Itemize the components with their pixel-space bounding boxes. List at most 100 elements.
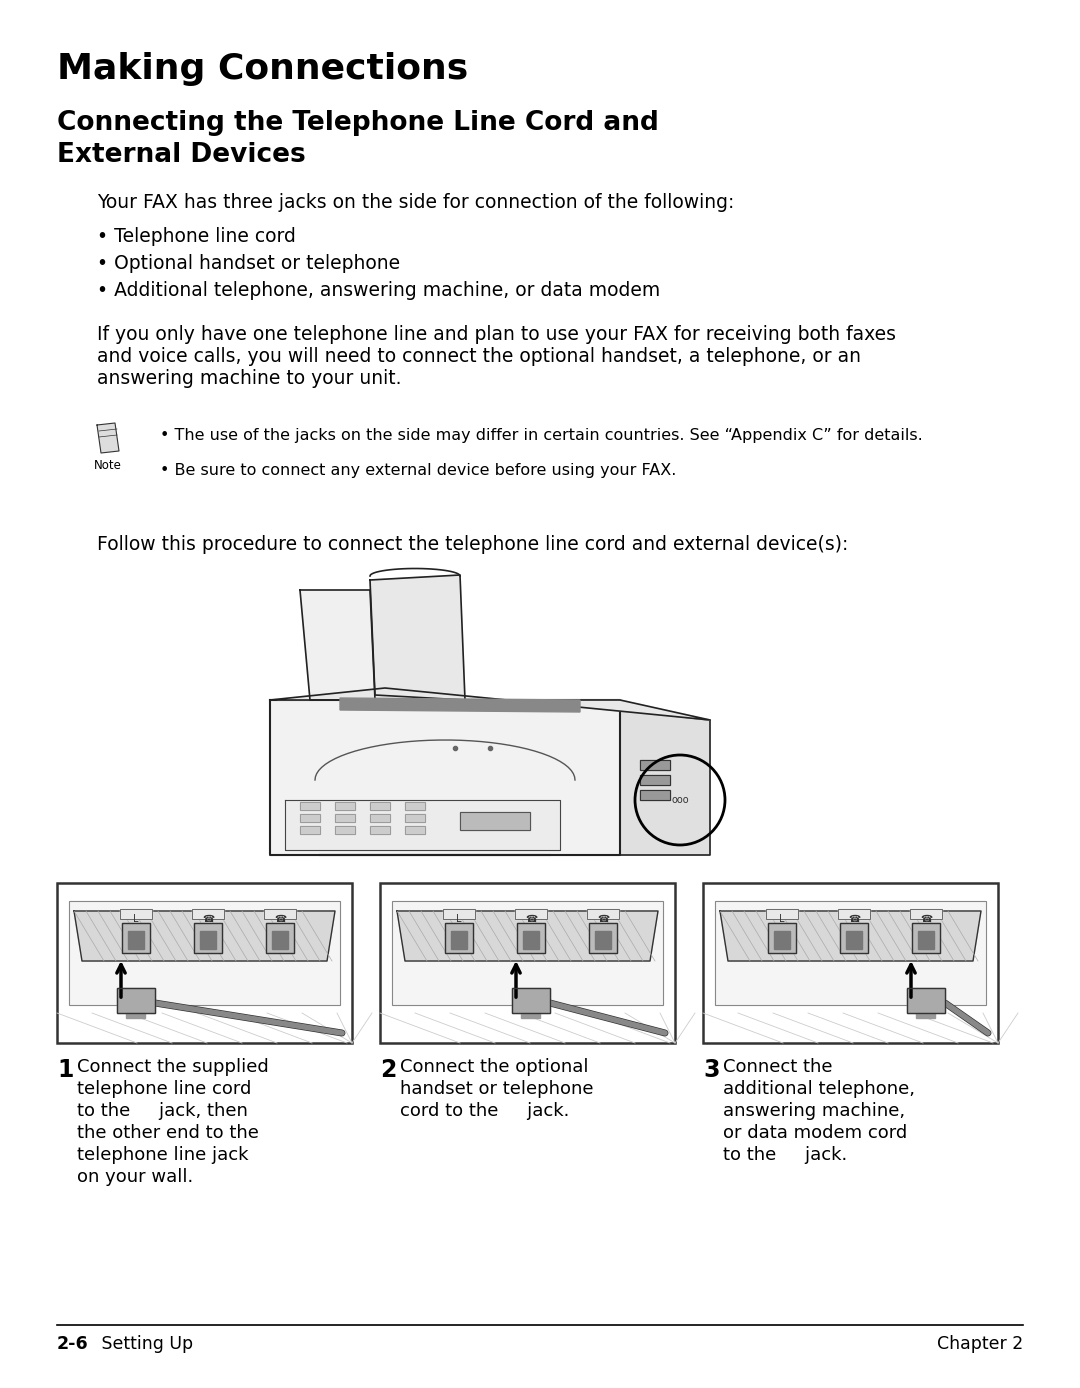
Bar <box>300 813 320 822</box>
Bar <box>266 923 294 954</box>
Bar <box>846 931 862 949</box>
Bar <box>405 802 426 811</box>
Text: L: L <box>780 915 785 924</box>
Bar <box>300 813 320 822</box>
Bar <box>768 923 796 954</box>
Bar <box>907 988 945 1013</box>
Text: • Additional telephone, answering machine, or data modem: • Additional telephone, answering machin… <box>97 280 660 300</box>
Bar <box>264 909 296 919</box>
Bar <box>370 813 390 822</box>
Bar <box>640 761 670 770</box>
Text: • Telephone line cord: • Telephone line cord <box>97 228 296 246</box>
Text: ☎: ☎ <box>202 915 214 924</box>
Bar <box>194 923 222 954</box>
Bar <box>335 813 355 822</box>
Bar <box>916 1013 935 1017</box>
Text: Connect the: Connect the <box>723 1058 833 1076</box>
Text: External Devices: External Devices <box>57 142 306 168</box>
Bar <box>335 813 355 822</box>
Bar <box>300 802 320 811</box>
Bar <box>370 802 390 811</box>
Bar <box>918 931 934 949</box>
Polygon shape <box>720 911 981 960</box>
Polygon shape <box>340 698 580 712</box>
Bar <box>443 909 475 919</box>
Bar <box>640 790 670 799</box>
Bar <box>69 901 340 1005</box>
Bar <box>595 931 611 949</box>
Bar <box>405 813 426 822</box>
Text: to the     jack.: to the jack. <box>723 1146 847 1165</box>
Text: on your wall.: on your wall. <box>77 1167 193 1185</box>
Text: answering machine,: answering machine, <box>723 1102 905 1120</box>
Polygon shape <box>97 423 119 452</box>
Text: and voice calls, you will need to connect the optional handset, a telephone, or : and voice calls, you will need to connec… <box>97 347 861 366</box>
Bar <box>300 802 320 811</box>
Bar <box>335 802 355 811</box>
Text: • The use of the jacks on the side may differ in certain countries. See “Appendi: • The use of the jacks on the side may d… <box>160 428 922 443</box>
Bar <box>122 923 150 954</box>
Text: Connect the optional: Connect the optional <box>400 1058 589 1076</box>
Bar <box>370 826 390 834</box>
Bar <box>129 931 144 949</box>
Bar <box>774 931 789 949</box>
Text: answering machine to your unit.: answering machine to your unit. <box>97 369 402 389</box>
Text: to the     jack, then: to the jack, then <box>77 1102 248 1120</box>
Text: ☎: ☎ <box>274 915 286 924</box>
Text: • Optional handset or telephone: • Optional handset or telephone <box>97 254 400 273</box>
Text: Making Connections: Making Connections <box>57 51 469 86</box>
Bar <box>445 923 473 954</box>
Text: telephone line jack: telephone line jack <box>77 1146 248 1165</box>
Bar <box>766 909 798 919</box>
Text: ☎: ☎ <box>597 915 609 924</box>
Bar <box>443 909 475 919</box>
Bar <box>194 923 222 954</box>
Text: Connect the supplied: Connect the supplied <box>77 1058 269 1076</box>
Bar <box>515 909 546 919</box>
Text: or data modem cord: or data modem cord <box>723 1124 907 1142</box>
Text: ooo: ooo <box>671 795 689 805</box>
Text: Setting Up: Setting Up <box>85 1335 193 1353</box>
Bar <box>640 761 670 770</box>
Bar <box>460 812 530 830</box>
Bar <box>117 988 156 1013</box>
Bar <box>907 988 945 1013</box>
Bar <box>120 909 152 919</box>
Polygon shape <box>397 911 658 960</box>
Bar <box>264 909 296 919</box>
Polygon shape <box>270 688 710 720</box>
Bar <box>192 909 224 919</box>
Bar <box>517 923 545 954</box>
Bar <box>838 909 870 919</box>
Bar <box>405 813 426 822</box>
Bar <box>640 775 670 786</box>
Bar <box>335 802 355 811</box>
Text: • Be sure to connect any external device before using your FAX.: • Be sure to connect any external device… <box>160 464 676 477</box>
Text: Connecting the Telephone Line Cord and: Connecting the Telephone Line Cord and <box>57 110 659 136</box>
Bar <box>200 931 216 949</box>
Bar <box>521 1013 540 1017</box>
Bar <box>512 988 550 1013</box>
Bar <box>912 923 940 954</box>
Polygon shape <box>75 911 335 960</box>
Polygon shape <box>620 711 710 855</box>
Bar <box>840 923 868 954</box>
Bar <box>703 883 998 1042</box>
Bar <box>192 909 224 919</box>
Bar <box>405 802 426 811</box>
Bar <box>300 826 320 834</box>
Bar <box>272 931 288 949</box>
Bar <box>523 931 539 949</box>
Text: Note: Note <box>94 459 122 472</box>
Text: If you only have one telephone line and plan to use your FAX for receiving both : If you only have one telephone line and … <box>97 325 896 344</box>
Polygon shape <box>370 575 465 700</box>
Text: 2-6: 2-6 <box>57 1335 89 1353</box>
Bar <box>766 909 798 919</box>
Bar <box>69 901 340 1005</box>
Text: the other end to the: the other end to the <box>77 1124 259 1142</box>
Text: ☎: ☎ <box>525 915 537 924</box>
Bar <box>840 923 868 954</box>
Bar <box>122 923 150 954</box>
Bar <box>589 923 617 954</box>
Bar <box>405 826 426 834</box>
